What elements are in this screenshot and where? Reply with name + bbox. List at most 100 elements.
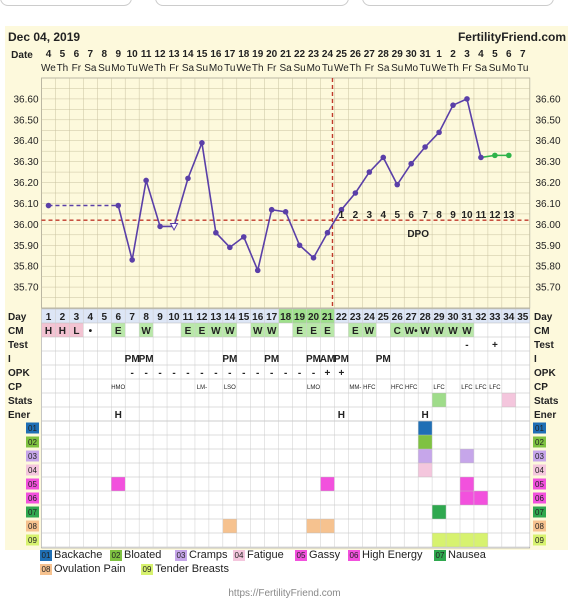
cm-cell [432, 323, 447, 337]
cm-cell-value: W [462, 326, 472, 337]
symptom-mark-03 [418, 449, 433, 463]
y-tick-label: 35.80 [13, 262, 38, 273]
date-label: 30 [406, 49, 418, 60]
cycle-day-label: 24 [364, 312, 376, 323]
i-cell-value: PM [139, 354, 154, 365]
weekday-label: Th [252, 63, 264, 74]
symptom-row-swatch [533, 534, 546, 546]
test-cell-value: + [492, 340, 498, 351]
y-tick-label: 35.90 [13, 241, 38, 252]
cycle-day-label: 23 [350, 312, 362, 323]
symptom-row-code: 06 [28, 494, 37, 503]
date-label: 8 [101, 49, 107, 60]
row-label-cp: CP [534, 382, 548, 393]
temp-point [324, 229, 331, 236]
date-label: 3 [464, 49, 470, 60]
cycle-day-label: 16 [252, 312, 264, 323]
cm-cell-value: E [199, 326, 206, 337]
symptom-row-code: 06 [535, 494, 544, 503]
symptom-mark-09 [460, 533, 474, 547]
temp-point [282, 209, 289, 215]
footer-url[interactable]: https://FertilityFriend.com [228, 588, 341, 599]
symptom-mark-02 [418, 435, 433, 449]
weekday-label: Th [447, 63, 459, 74]
cm-cell-value: L [73, 326, 79, 337]
y-tick-label: 36.10 [535, 199, 560, 210]
period-cell [69, 323, 84, 337]
cp-cell-value: LFC [461, 385, 473, 391]
cp-cell-value: LM- [197, 385, 207, 391]
row-label-test: Test [534, 340, 554, 351]
y-tick-label: 35.90 [535, 241, 560, 252]
cm-cell [418, 323, 433, 337]
site-name: FertilityFriend.com [457, 30, 566, 44]
cycle-day-label: 5 [101, 312, 107, 323]
cycle-day-label: 35 [517, 312, 529, 323]
dpo-label: 11 [476, 210, 487, 221]
cm-cell-value: • [89, 326, 93, 337]
symptom-row-swatch [26, 464, 39, 476]
row-label-opk: OPK [534, 368, 556, 379]
cm-cell [222, 323, 237, 337]
cycle-day-label: 34 [503, 312, 515, 323]
weekday-label: Su [196, 63, 208, 74]
date-label: 7 [520, 49, 526, 60]
temp-point [129, 257, 135, 263]
cp-cell-value: LFC [489, 385, 501, 391]
symptom-mark-04 [418, 463, 433, 477]
legend-swatch: 02 [110, 549, 122, 561]
opk-cell-value: - [256, 368, 259, 379]
symptom-mark-03 [460, 449, 474, 463]
temp-point-open [169, 222, 179, 232]
period-cell [55, 323, 70, 337]
i-cell-value: PM [334, 354, 349, 365]
date-label: 11 [141, 49, 152, 60]
fertile-day-cell [292, 309, 307, 323]
cm-cell [306, 323, 321, 337]
cm-cell [139, 323, 154, 337]
weekday-label: Fr [365, 63, 375, 74]
date-label: 22 [294, 49, 306, 60]
temp-point [408, 160, 414, 167]
date-label: 14 [182, 49, 194, 60]
symptom-row-code: 05 [28, 480, 37, 489]
cm-cell-value: H [45, 326, 52, 337]
cycle-day-label: 9 [157, 312, 163, 323]
y-tick-label: 36.20 [535, 178, 560, 189]
weekday-label: Su [293, 63, 305, 74]
symptom-row-swatch [533, 520, 546, 532]
symptom-row-swatch [26, 436, 39, 448]
legend-swatch: 01 [40, 549, 52, 561]
cycle-day-label: 30 [447, 312, 459, 323]
weekday-label: Tu [322, 63, 333, 74]
cm-cell-value: W• [405, 326, 418, 337]
table-background [41, 308, 531, 549]
symptom-row-code: 07 [535, 508, 544, 517]
legend-swatch: 07 [434, 549, 446, 561]
symptom-mark-01 [418, 421, 433, 435]
y-tick-label: 36.50 [13, 115, 38, 126]
temp-point [227, 244, 233, 251]
temp-point [464, 96, 470, 102]
cycle-day-label: 25 [378, 312, 390, 323]
cm-cell-value: W [434, 326, 444, 337]
cm-cell [250, 323, 265, 337]
temp-point [506, 152, 512, 159]
energy-cell-value: H [115, 410, 122, 421]
y-tick-label: 36.30 [535, 157, 560, 168]
weekday-label: Th [350, 63, 362, 74]
cycle-day-label: 8 [143, 312, 149, 323]
date-label: 29 [392, 49, 404, 60]
symptom-row-swatch [533, 464, 546, 476]
i-cell-value: PM [306, 354, 321, 365]
cm-cell [404, 323, 419, 337]
date-label: 13 [168, 49, 180, 60]
date-label: 21 [280, 49, 292, 60]
opk-cell-value: - [298, 368, 301, 379]
chart-date: Dec 04, 2019 [8, 30, 81, 44]
cm-cell-value: C [394, 326, 401, 337]
dpo-caption: DPO [407, 229, 429, 240]
cm-cell [292, 323, 307, 337]
opk-cell-value: - [158, 368, 161, 379]
symptom-row-code: 04 [535, 466, 544, 475]
